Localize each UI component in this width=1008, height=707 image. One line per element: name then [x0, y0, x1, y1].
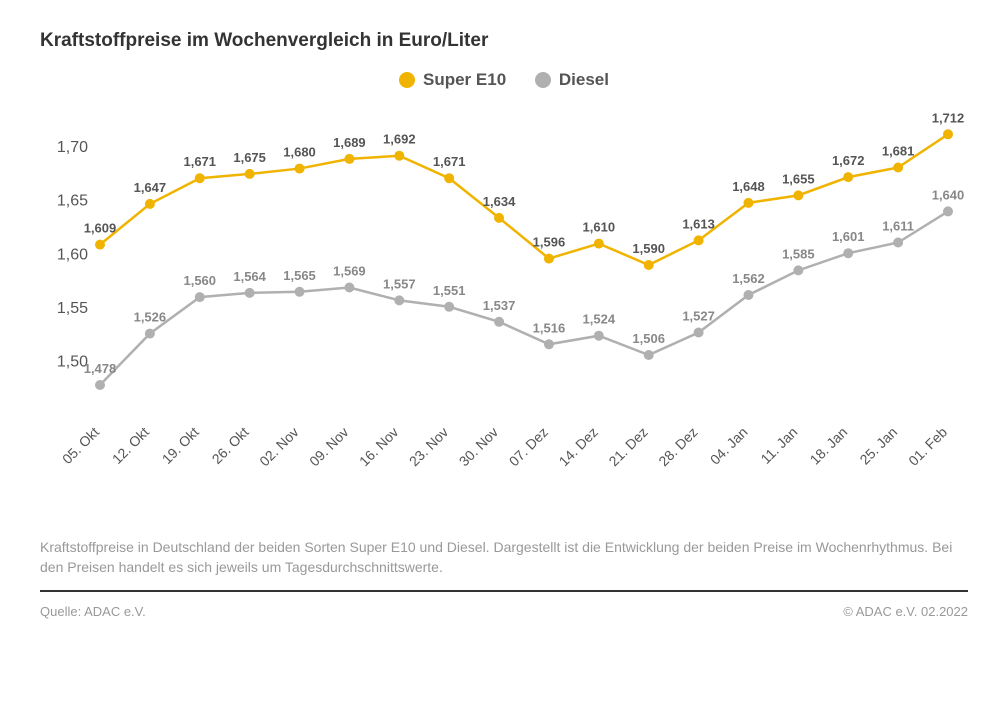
svg-text:1,671: 1,671: [183, 154, 216, 169]
chart-title: Kraftstoffpreise im Wochenvergleich in E…: [40, 30, 968, 52]
svg-text:1,692: 1,692: [383, 132, 416, 147]
svg-text:1,516: 1,516: [533, 320, 566, 335]
svg-text:1,590: 1,590: [632, 241, 665, 256]
svg-text:04. Jan: 04. Jan: [707, 424, 751, 468]
svg-text:1,647: 1,647: [134, 180, 167, 195]
svg-text:1,569: 1,569: [333, 264, 366, 279]
svg-text:1,565: 1,565: [283, 268, 316, 283]
svg-text:1,562: 1,562: [732, 271, 765, 286]
legend: Super E10 Diesel: [40, 70, 968, 93]
svg-text:14. Dez: 14. Dez: [556, 424, 601, 469]
svg-text:1,551: 1,551: [433, 283, 466, 298]
svg-text:1,680: 1,680: [283, 145, 316, 160]
svg-text:1,596: 1,596: [533, 235, 566, 250]
svg-text:26. Okt: 26. Okt: [209, 424, 252, 467]
svg-text:1,672: 1,672: [832, 153, 865, 168]
svg-text:1,65: 1,65: [57, 193, 88, 210]
svg-text:1,60: 1,60: [57, 246, 88, 263]
svg-text:1,689: 1,689: [333, 135, 366, 150]
legend-swatch-2: [535, 72, 551, 88]
svg-text:1,526: 1,526: [134, 310, 167, 325]
svg-text:01. Feb: 01. Feb: [905, 424, 950, 469]
footer: Quelle: ADAC e.V. © ADAC e.V. 02.2022: [40, 604, 968, 619]
svg-text:09. Nov: 09. Nov: [306, 424, 351, 469]
svg-text:1,506: 1,506: [632, 331, 665, 346]
chart: 1,501,551,601,651,7005. Okt12. Okt19. Ok…: [40, 105, 968, 525]
svg-text:18. Jan: 18. Jan: [807, 424, 851, 468]
svg-text:1,564: 1,564: [233, 269, 266, 284]
chart-caption: Kraftstoffpreise in Deutschland der beid…: [40, 537, 968, 592]
svg-text:1,537: 1,537: [483, 298, 516, 313]
legend-swatch-1: [399, 72, 415, 88]
svg-text:1,655: 1,655: [782, 171, 815, 186]
svg-text:12. Okt: 12. Okt: [109, 424, 152, 467]
svg-text:1,585: 1,585: [782, 246, 815, 261]
svg-text:1,601: 1,601: [832, 229, 865, 244]
footer-copyright: © ADAC e.V. 02.2022: [843, 604, 968, 619]
svg-text:1,560: 1,560: [183, 273, 216, 288]
svg-text:1,524: 1,524: [583, 312, 616, 327]
svg-text:28. Dez: 28. Dez: [655, 424, 700, 469]
svg-text:1,671: 1,671: [433, 154, 466, 169]
svg-text:1,610: 1,610: [583, 220, 616, 235]
svg-text:1,557: 1,557: [383, 276, 416, 291]
chart-svg: 1,501,551,601,651,7005. Okt12. Okt19. Ok…: [40, 105, 968, 525]
svg-text:1,613: 1,613: [682, 216, 715, 231]
svg-text:1,611: 1,611: [882, 219, 914, 234]
legend-series1: Super E10: [399, 70, 506, 90]
svg-text:19. Okt: 19. Okt: [159, 424, 202, 467]
legend-series2: Diesel: [535, 70, 609, 90]
svg-text:25. Jan: 25. Jan: [856, 424, 900, 468]
svg-text:05. Okt: 05. Okt: [59, 424, 102, 467]
svg-text:1,70: 1,70: [57, 139, 88, 156]
svg-text:30. Nov: 30. Nov: [456, 424, 501, 469]
svg-text:1,609: 1,609: [84, 221, 117, 236]
svg-text:07. Dez: 07. Dez: [506, 424, 551, 469]
legend-label-1: Super E10: [423, 70, 506, 90]
svg-text:1,478: 1,478: [84, 361, 117, 376]
legend-label-2: Diesel: [559, 70, 609, 90]
svg-text:21. Dez: 21. Dez: [605, 424, 650, 469]
svg-text:02. Nov: 02. Nov: [256, 424, 301, 469]
svg-text:1,55: 1,55: [57, 300, 88, 317]
svg-text:1,634: 1,634: [483, 194, 516, 209]
svg-text:23. Nov: 23. Nov: [406, 424, 451, 469]
svg-text:1,712: 1,712: [932, 110, 965, 125]
svg-text:1,527: 1,527: [682, 309, 715, 324]
footer-source: Quelle: ADAC e.V.: [40, 604, 146, 619]
svg-text:1,640: 1,640: [932, 187, 965, 202]
svg-text:1,681: 1,681: [882, 144, 915, 159]
svg-text:16. Nov: 16. Nov: [356, 424, 401, 469]
svg-text:1,648: 1,648: [732, 179, 765, 194]
svg-text:11. Jan: 11. Jan: [757, 424, 800, 467]
svg-text:1,675: 1,675: [233, 150, 266, 165]
